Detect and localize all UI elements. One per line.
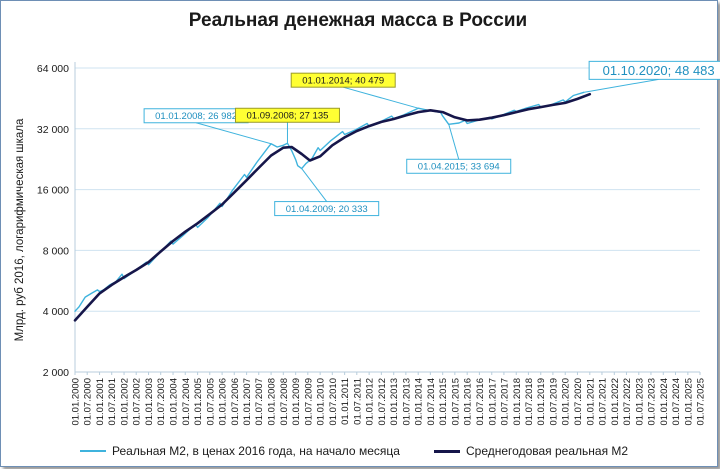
y-tick-label-1: 4 000: [43, 306, 69, 318]
x-tick-label-16: 01.01.2008: [267, 378, 278, 426]
x-tick-label-8: 01.01.2004: [169, 378, 180, 426]
legend-item-real-m2: Реальная М2, в ценах 2016 года, на начал…: [80, 444, 400, 458]
x-tick-label-50: 01.01.2025: [683, 378, 694, 426]
x-tick-label-22: 01.01.2011: [340, 378, 351, 425]
x-tick-label-3: 01.07.2001: [107, 378, 118, 426]
x-tick-labels: 01.01.2000 01.07.2000 01.01.2001 01.07.2001…: [71, 372, 707, 426]
y-tick-label-3: 16 000: [37, 185, 69, 197]
x-tick-label-49: 01.07.2024: [671, 378, 682, 426]
x-tick-label-40: 01.01.2020: [561, 378, 572, 426]
x-tick-label-33: 01.07.2016: [475, 378, 486, 426]
series-lines: [73, 91, 592, 322]
x-tick-label-15: 01.07.2007: [254, 378, 265, 426]
x-tick-label-10: 01.01.2005: [193, 378, 204, 426]
x-tick-label-39: 01.07.2019: [548, 378, 559, 426]
x-tick-label-29: 01.07.2014: [426, 378, 437, 426]
x-tick-label-5: 01.07.2002: [132, 378, 143, 426]
annotation-label-ann-2014-01: 01.01.2014; 40 479: [302, 76, 384, 87]
x-tick-label-6: 01.01.2003: [144, 378, 155, 426]
x-tick-label-17: 01.07.2008: [279, 378, 290, 426]
series-line-1: [73, 92, 592, 322]
annotation-label-ann-2008-09: 01.09.2008; 27 135: [247, 111, 329, 122]
x-tick-label-38: 01.01.2019: [536, 378, 547, 426]
chart-title: Реальная денежная масса в России: [188, 10, 528, 31]
x-tick-label-51: 01.07.2025: [696, 378, 707, 426]
x-tick-label-4: 01.01.2002: [120, 378, 131, 426]
annotation-box-ann-2015-04: [406, 158, 512, 174]
y-tick-label-2: 8 000: [43, 245, 69, 257]
x-tick-label-31: 01.07.2015: [450, 378, 461, 426]
x-tick-label-37: 01.07.2018: [524, 378, 535, 426]
x-tick-label-26: 01.01.2013: [389, 378, 400, 426]
annotations: 01.01.2008; 26 982 01.09.2008; 27 135 01.0…: [143, 60, 720, 217]
annotation-label-ann-2020-10: 01.10.2020; 48 483: [603, 63, 715, 78]
x-tick-label-14: 01.01.2007: [242, 378, 253, 426]
annotation-box-ann-2020-10: [588, 60, 720, 80]
x-tick-label-13: 01.07.2006: [230, 378, 241, 426]
x-tick-label-44: 01.01.2022: [610, 378, 621, 426]
x-tick-label-32: 01.01.2016: [463, 378, 474, 426]
annotation-box-ann-2014-01: [290, 72, 396, 88]
legend-label-average-m2: Среднегодовая реальная М2: [466, 444, 629, 458]
x-tick-label-0: 01.01.2000: [71, 378, 82, 426]
x-tick-label-34: 01.01.2017: [487, 378, 498, 426]
y-tick-label-5: 64 000: [37, 63, 69, 75]
annotation-leader-ann-2020-10: [583, 78, 659, 93]
annotation-box-ann-2008-09: [234, 107, 340, 123]
legend-item-average-m2: Среднегодовая реальная М2: [434, 444, 628, 458]
legend-swatch-real-m2: [80, 450, 106, 452]
x-tick-label-24: 01.01.2012: [365, 378, 376, 426]
x-tick-label-12: 01.01.2006: [218, 378, 229, 426]
x-tick-label-43: 01.07.2021: [597, 378, 608, 426]
annotation-label-ann-2008-01: 01.01.2008; 26 982: [155, 111, 237, 122]
x-tick-label-41: 01.07.2020: [573, 378, 584, 426]
x-tick-label-46: 01.01.2023: [634, 378, 645, 426]
annotation-leader-ann-2014-01: [343, 86, 419, 109]
annotation-leader-ann-2015-04: [448, 124, 460, 160]
x-tick-label-11: 01.07.2005: [205, 378, 216, 426]
x-tick-label-25: 01.07.2012: [377, 378, 388, 426]
x-tick-label-47: 01.07.2023: [646, 378, 657, 426]
x-tick-label-19: 01.07.2009: [303, 378, 314, 426]
x-tick-label-36: 01.01.2018: [512, 378, 523, 426]
x-tick-label-23: 01.07.2011: [352, 378, 363, 425]
annotation-leader-ann-2008-01: [195, 122, 272, 145]
x-tick-label-20: 01.01.2010: [316, 378, 327, 426]
legend-label-real-m2: Реальная М2, в ценах 2016 года, на начал…: [112, 444, 400, 458]
x-tick-label-28: 01.01.2014: [414, 378, 425, 426]
y-tick-label-0: 2 000: [43, 367, 69, 379]
x-tick-label-35: 01.07.2017: [499, 378, 510, 426]
y-tick-label-4: 32 000: [37, 124, 69, 136]
x-tick-label-18: 01.01.2009: [291, 378, 302, 426]
x-tick-label-45: 01.07.2022: [622, 378, 633, 426]
x-tick-label-48: 01.01.2024: [659, 378, 670, 426]
x-tick-label-2: 01.01.2001: [95, 378, 106, 426]
annotation-label-ann-2009-04: 01.04.2009; 20 333: [286, 204, 368, 215]
legend: Реальная М2, в ценах 2016 года, на начал…: [80, 442, 710, 462]
y-tick-labels: 2 000 4 000 8 000 16 000 32 000 64 000: [37, 63, 69, 379]
annotation-box-ann-2009-04: [274, 201, 380, 217]
annotation-leader-ann-2009-04: [301, 168, 328, 202]
x-tick-label-30: 01.01.2015: [438, 378, 449, 426]
x-tick-label-9: 01.07.2004: [181, 378, 192, 426]
x-tick-label-27: 01.07.2013: [401, 378, 412, 426]
legend-swatch-average-m2: [434, 449, 460, 453]
x-tick-label-21: 01.07.2010: [328, 378, 339, 426]
x-tick-label-42: 01.01.2021: [585, 378, 596, 426]
annotation-label-ann-2015-04: 01.04.2015; 33 694: [418, 162, 500, 173]
x-tick-label-1: 01.07.2000: [83, 378, 94, 426]
x-tick-label-7: 01.07.2003: [156, 378, 167, 426]
